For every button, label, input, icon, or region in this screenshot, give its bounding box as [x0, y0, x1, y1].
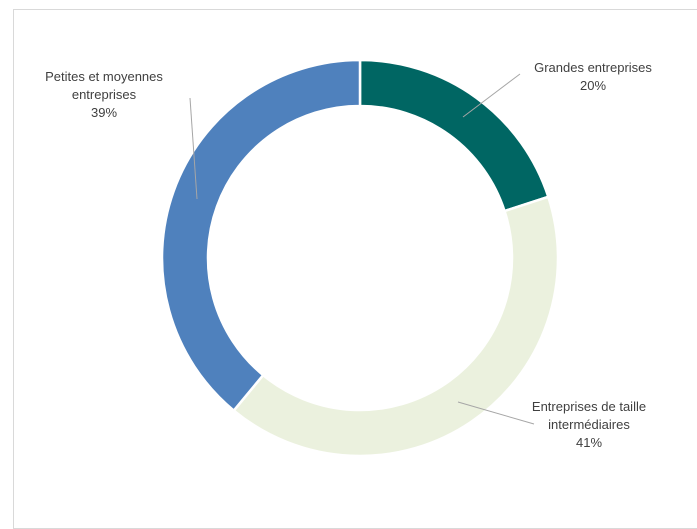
- data-label-value-3: 39%: [91, 105, 117, 120]
- data-label-category-2: intermédiaires: [548, 417, 630, 432]
- data-label-category-3: Petites et moyennes: [45, 69, 163, 84]
- leader-line-3: [189, 97, 198, 200]
- leader-line-2: [457, 401, 535, 425]
- data-label-category-1: Grandes entreprises: [534, 60, 652, 75]
- data-label-category-3: entreprises: [72, 87, 137, 102]
- data-label-category-2: Entreprises de taille: [532, 399, 646, 414]
- data-label-value-1: 20%: [580, 78, 606, 93]
- leader-line-1: [462, 73, 521, 118]
- donut-slice-1: [358, 58, 550, 213]
- donut-slice-3: [160, 58, 362, 413]
- data-label-value-2: 41%: [576, 435, 602, 450]
- donut-slice-2: [232, 195, 560, 458]
- donut-chart: Grandes entreprises 20% Entreprises de tai…: [45, 58, 652, 458]
